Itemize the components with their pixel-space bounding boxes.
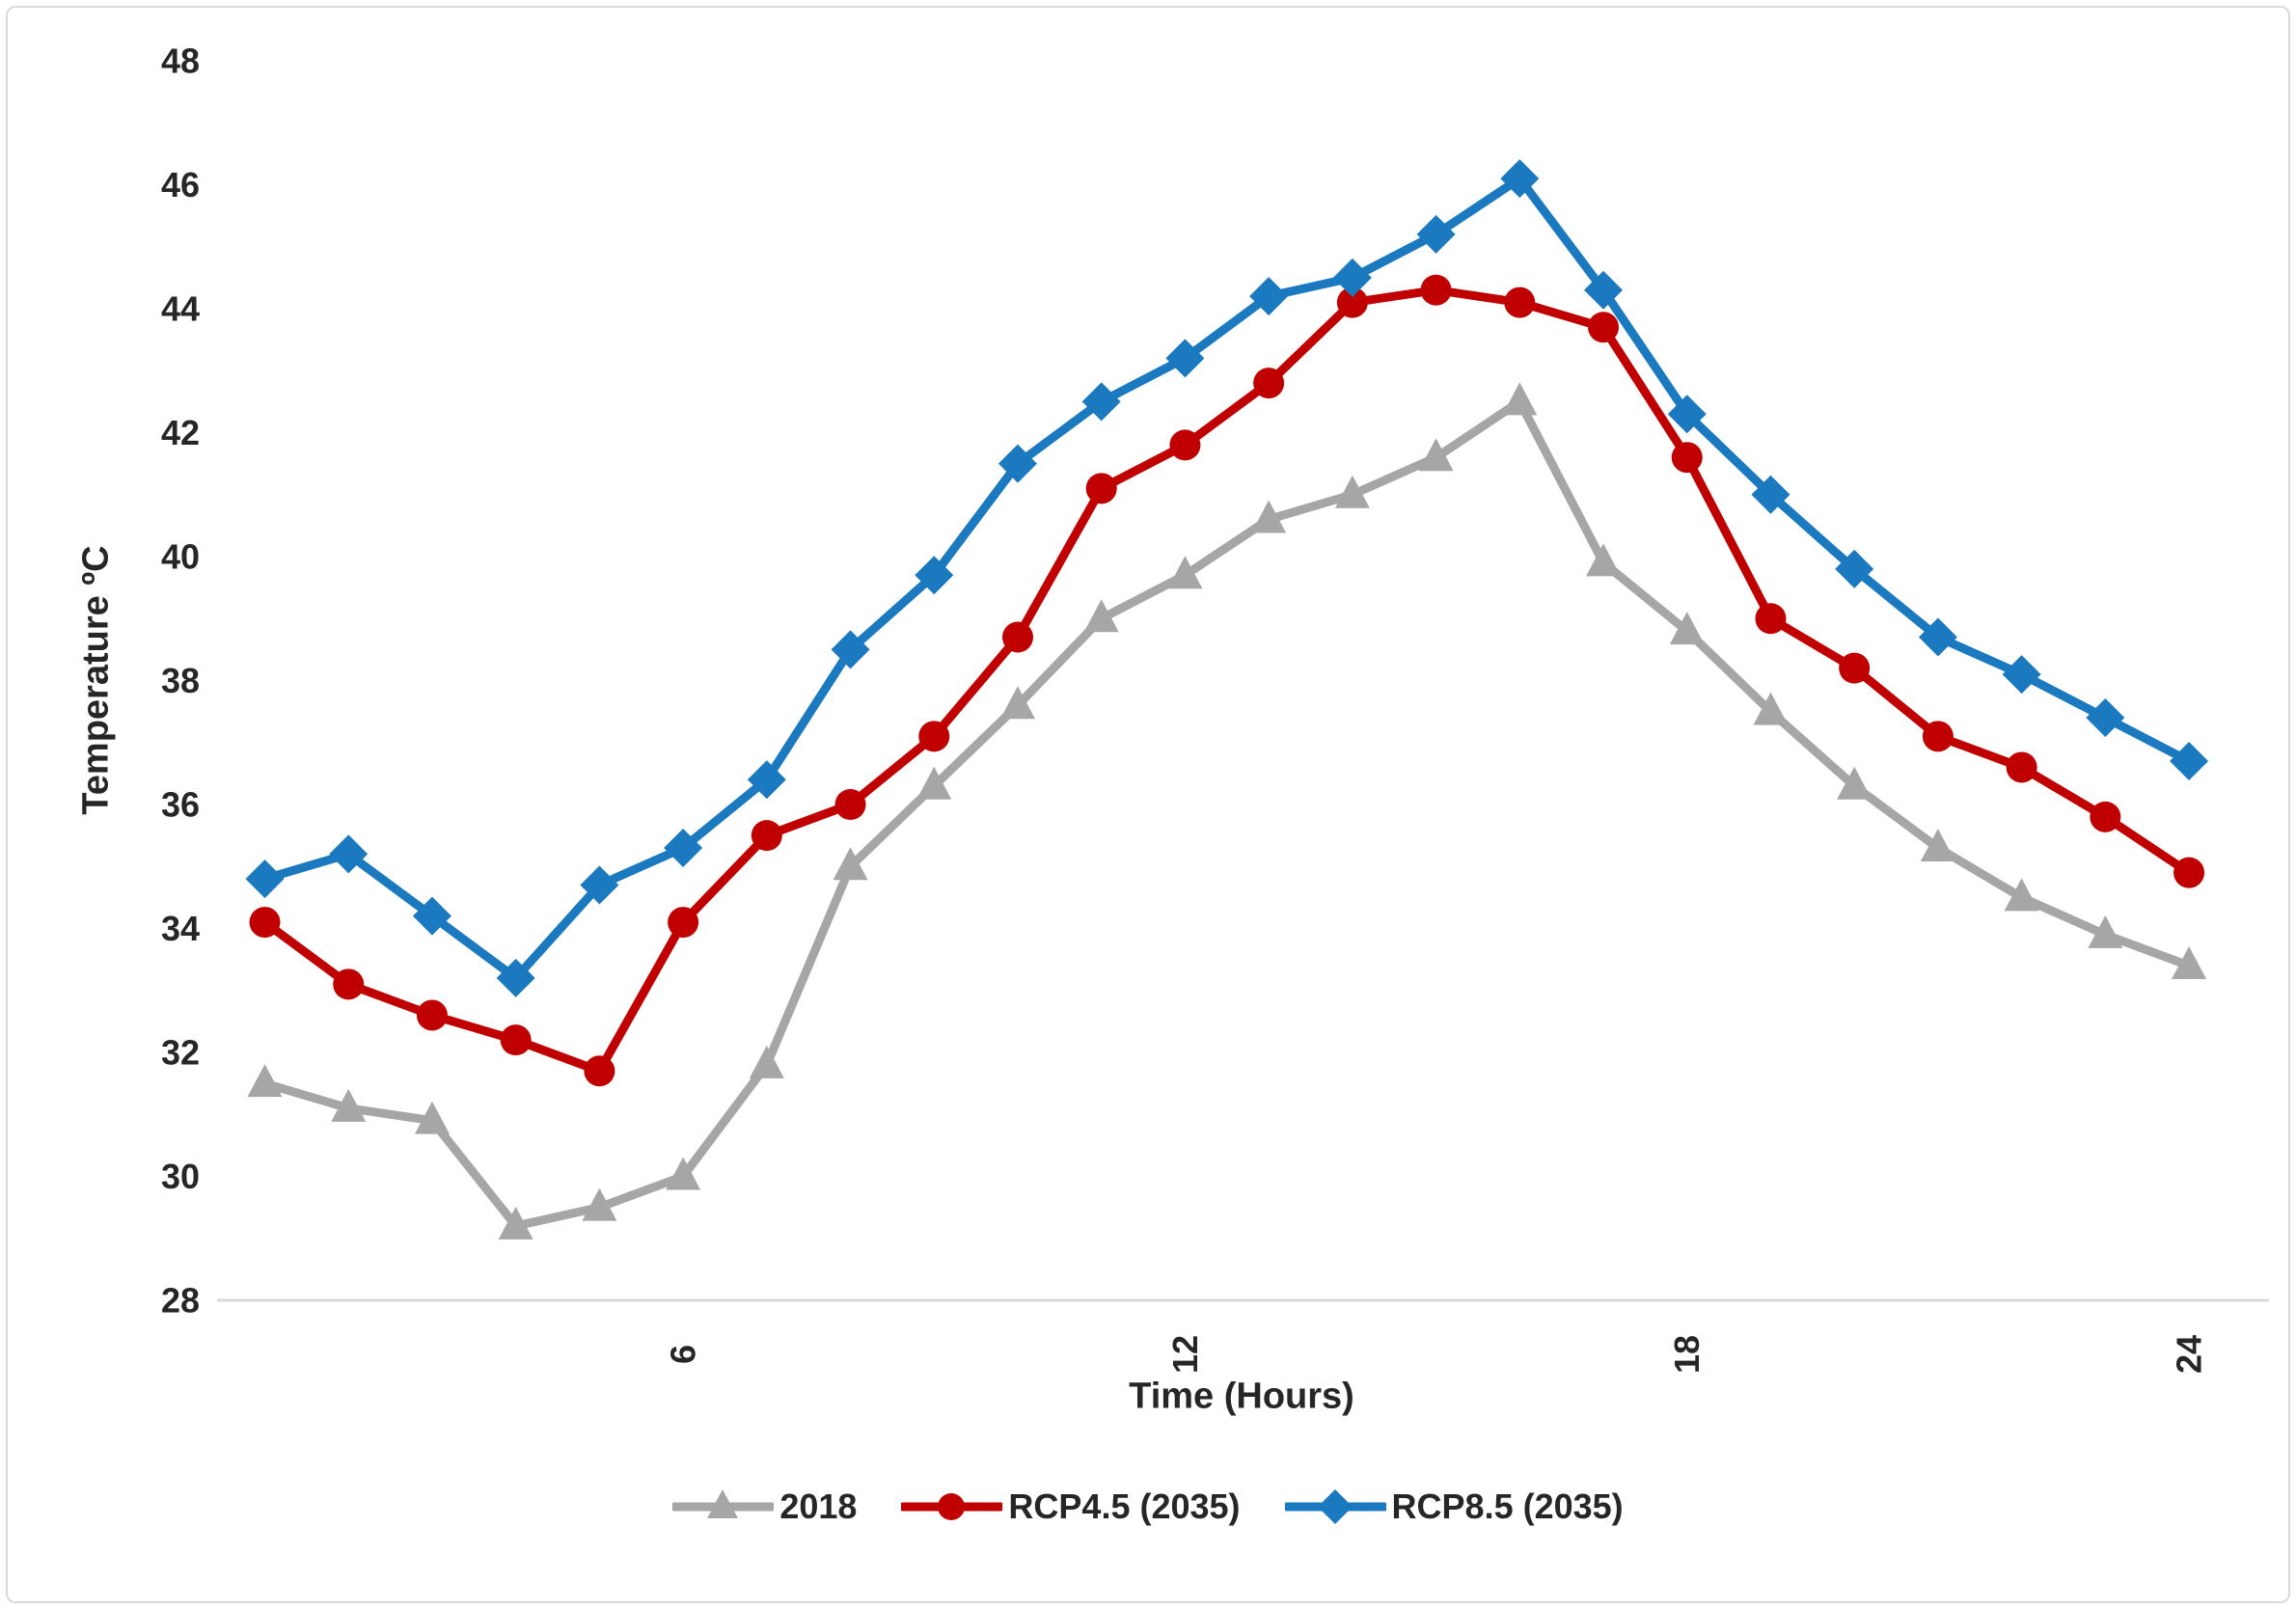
series-RCP4.5 (2035) [249, 274, 2205, 1087]
y-tick-label: 38 [161, 661, 200, 700]
y-tick-label: 42 [161, 413, 200, 452]
y-tick-label: 28 [161, 1281, 200, 1321]
y-tick-label: 46 [161, 165, 200, 205]
series-RCP8.5 (2035) [245, 159, 2209, 997]
x-tick-label: 6 [664, 1345, 703, 1364]
y-tick-label: 40 [161, 537, 200, 577]
legend: 2018 RCP4.5 (2035) RCP8.5 (2035) [0, 1486, 2296, 1528]
y-tick-label: 36 [161, 785, 200, 825]
x-tick-label: 12 [1165, 1335, 1205, 1374]
chart-frame [6, 6, 2290, 1603]
legend-item-rcp45: RCP4.5 (2035) [901, 1486, 1241, 1528]
y-axis-title: Temperature ºC [75, 545, 117, 815]
legend-marker-rcp45-circle-icon [901, 1493, 1003, 1520]
legend-label-rcp45: RCP4.5 (2035) [1008, 1486, 1241, 1526]
y-tick-label: 34 [161, 909, 200, 948]
data-series [245, 159, 2209, 1240]
legend-marker-2018-triangle-icon [672, 1489, 775, 1518]
legend-marker-rcp85-diamond-icon [1284, 1489, 1386, 1524]
x-tick-label: 24 [2170, 1335, 2209, 1374]
y-tick-label: 48 [161, 41, 200, 81]
y-tick-label: 44 [161, 289, 200, 329]
legend-label-rcp85: RCP8.5 (2035) [1391, 1486, 1624, 1526]
series-2018 [247, 382, 2207, 1240]
axes: 28 30 32 34 36 38 40 42 44 46 48 6 12 18 24 [161, 41, 2269, 1374]
y-tick-label: 30 [161, 1157, 200, 1196]
y-tick-label: 32 [161, 1033, 200, 1073]
legend-item-rcp85: RCP8.5 (2035) [1284, 1486, 1624, 1528]
legend-label-2018: 2018 [779, 1486, 858, 1526]
x-axis-title: Time (Hours) [1129, 1376, 1354, 1417]
x-tick-label: 18 [1667, 1335, 1707, 1374]
legend-item-2018: 2018 [672, 1486, 857, 1528]
